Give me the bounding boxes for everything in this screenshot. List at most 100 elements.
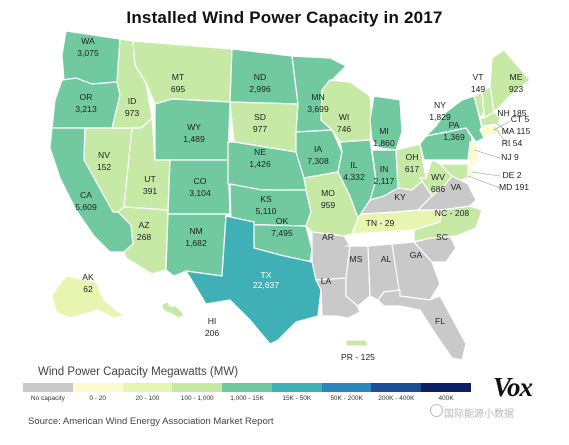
state-label-ma: MA 115 bbox=[502, 126, 531, 136]
legend-swatch bbox=[321, 383, 372, 392]
legend-label: 15K - 50K bbox=[282, 395, 312, 402]
state-name-ut: UT bbox=[144, 174, 156, 184]
state-name-ca: CA bbox=[80, 190, 92, 200]
legend-label: 20 - 100 bbox=[135, 395, 160, 402]
state-value-ia: 7,308 bbox=[307, 156, 329, 166]
legend-item: 15K - 50K bbox=[271, 383, 322, 407]
state-value-ny: 1,829 bbox=[429, 112, 451, 122]
state-or bbox=[51, 77, 121, 129]
state-value-wy: 1,489 bbox=[183, 134, 205, 144]
state-name-ne: NE bbox=[254, 147, 266, 157]
leader-line bbox=[467, 175, 501, 189]
state-value-vt: 149 bbox=[471, 84, 486, 94]
state-tx bbox=[185, 215, 322, 345]
legend-swatch bbox=[421, 383, 472, 392]
state-value-in: 2,117 bbox=[374, 176, 395, 186]
state-value-me: 923 bbox=[509, 84, 524, 94]
state-label-ct: CT 5 bbox=[511, 114, 530, 124]
state-value-wi: 746 bbox=[337, 124, 352, 134]
legend-item: 200K - 400K bbox=[371, 383, 422, 407]
state-value-il: 4,332 bbox=[343, 172, 365, 182]
state-name-ga: GA bbox=[410, 250, 423, 260]
legend-label: 1,000 - 15K bbox=[230, 395, 264, 402]
state-name-tx: TX bbox=[261, 270, 272, 280]
state-name-wv: WV bbox=[431, 172, 445, 182]
state-name-sd: SD bbox=[254, 112, 266, 122]
legend-item: 1,000 - 15K bbox=[222, 383, 272, 407]
legend-swatch bbox=[122, 383, 173, 392]
leader-line bbox=[497, 123, 509, 134]
legend: No capacity 0 - 20 20 - 100 100 - 1,000 1,00… bbox=[23, 383, 472, 407]
state-value-oh: 617 bbox=[405, 164, 420, 174]
state-nc bbox=[413, 205, 483, 243]
state-value-hi: 206 bbox=[205, 328, 220, 338]
state-value-az: 268 bbox=[137, 232, 152, 242]
state-name-pa: PA bbox=[449, 120, 460, 130]
state-value-id: 973 bbox=[125, 108, 140, 118]
state-name-mt: MT bbox=[172, 72, 185, 82]
state-co bbox=[167, 159, 231, 215]
state-name-mi: MI bbox=[379, 126, 389, 136]
state-name-ms: MS bbox=[350, 254, 363, 264]
state-mi bbox=[369, 95, 403, 151]
state-name-ia: IA bbox=[314, 144, 322, 154]
state-name-il: IL bbox=[350, 160, 357, 170]
leader-line bbox=[493, 120, 511, 131]
legend-item: 0 - 20 bbox=[72, 383, 123, 407]
state-name-ny: NY bbox=[434, 100, 446, 110]
state-md bbox=[439, 163, 469, 181]
state-value-pa: 1,369 bbox=[443, 132, 465, 142]
state-name-co: CO bbox=[194, 176, 207, 186]
leader-line bbox=[471, 171, 501, 177]
state-label-de: DE 2 bbox=[502, 170, 521, 180]
watermark: 国际能源小数据 bbox=[444, 409, 514, 420]
legend-item: 50K - 200K bbox=[321, 383, 372, 407]
state-value-nv: 152 bbox=[97, 162, 112, 172]
state-value-mn: 3,699 bbox=[307, 104, 329, 114]
state-value-wv: 686 bbox=[431, 184, 446, 194]
state-value-co: 3,104 bbox=[189, 188, 211, 198]
state-value-ne: 1,426 bbox=[249, 159, 271, 169]
state-label-nh: NH 185 bbox=[497, 108, 526, 118]
state-value-ok: 7,495 bbox=[271, 228, 293, 238]
state-name-fl: FL bbox=[435, 316, 445, 326]
state-label-md: MD 191 bbox=[499, 182, 529, 192]
map-title: Installed Wind Power Capacity in 2017 bbox=[126, 8, 443, 27]
legend-label: 100 - 1,000 bbox=[180, 395, 214, 402]
state-value-nd: 2,996 bbox=[249, 84, 271, 94]
state-value-mi: 1,860 bbox=[373, 138, 395, 148]
legend-swatch bbox=[371, 383, 422, 392]
state-value-ca: 5,609 bbox=[75, 202, 97, 212]
state-name-wa: WA bbox=[81, 36, 95, 46]
state-name-nd: ND bbox=[254, 72, 266, 82]
state-name-or: OR bbox=[80, 92, 93, 102]
state-ak bbox=[51, 275, 125, 319]
state-label-nc: NC - 208 bbox=[435, 208, 470, 218]
state-name-nv: NV bbox=[98, 150, 110, 160]
state-ri bbox=[491, 125, 499, 135]
legend-label: 400K bbox=[438, 395, 454, 402]
state-name-hi: HI bbox=[208, 316, 217, 326]
legend-label: 50K - 200K bbox=[330, 395, 363, 402]
state-name-oh: OH bbox=[406, 152, 419, 162]
wechat-icon bbox=[430, 404, 443, 417]
legend-item: 400K bbox=[421, 383, 472, 407]
state-wy bbox=[154, 98, 231, 161]
state-value-or: 3,213 bbox=[75, 104, 97, 114]
legend-label: 200K - 400K bbox=[378, 395, 415, 402]
state-value-tx: 22,637 bbox=[253, 280, 280, 290]
vox-logo: Vox bbox=[493, 372, 533, 402]
state-name-al: AL bbox=[381, 254, 392, 264]
state-name-mn: MN bbox=[311, 92, 324, 102]
leader-line bbox=[473, 149, 501, 159]
legend-item: 100 - 1,000 bbox=[172, 383, 223, 407]
leader-line bbox=[496, 129, 508, 145]
state-hi bbox=[161, 301, 185, 319]
legend-swatch bbox=[172, 383, 223, 392]
state-name-mo: MO bbox=[321, 188, 335, 198]
state-name-ok: OK bbox=[276, 216, 289, 226]
state-name-me: ME bbox=[510, 72, 523, 82]
state-label-pr: PR - 125 bbox=[341, 352, 375, 362]
state-name-wi: WI bbox=[339, 112, 350, 122]
